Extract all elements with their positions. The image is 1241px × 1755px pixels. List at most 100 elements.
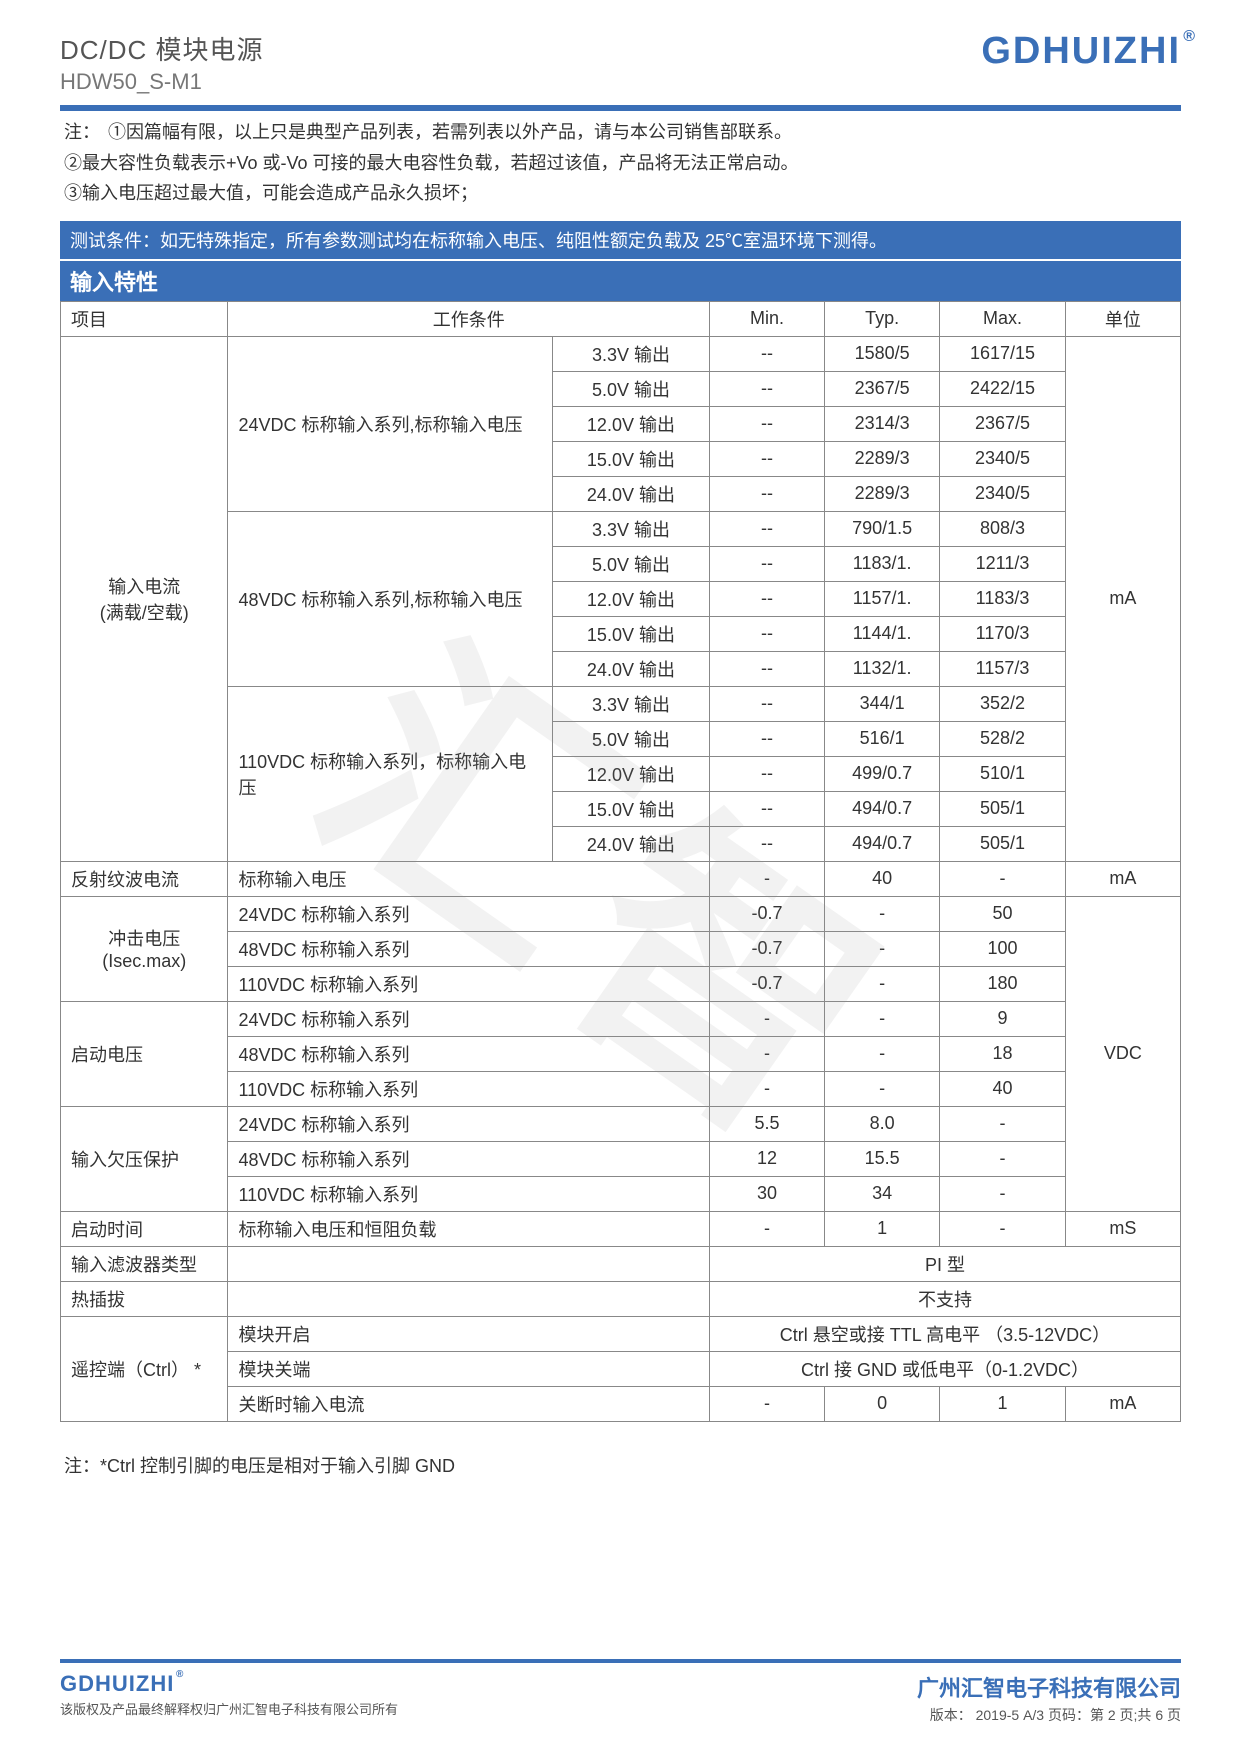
notes-label: 注： — [64, 122, 100, 142]
cell-out: 5.0V 输出 — [552, 721, 709, 756]
cell-min: -- — [709, 476, 824, 511]
cell-max: 510/1 — [940, 756, 1066, 791]
cell-cond: 24VDC 标称输入系列 — [228, 896, 709, 931]
cell-out: 12.0V 输出 — [552, 406, 709, 441]
table-row: 遥控端（Ctrl） * 模块开启 Ctrl 悬空或接 TTL 高电平 （3.5-… — [61, 1316, 1181, 1351]
section-title: 输入特性 — [60, 261, 1181, 301]
table-row: 110VDC 标称输入系列--40 — [61, 1071, 1181, 1106]
cell-min: -- — [709, 441, 824, 476]
th-item: 项目 — [61, 301, 228, 336]
table-row: 110VDC 标称输入系列，标称输入电压 3.3V 输出--344/1352/2 — [61, 686, 1181, 721]
cell-typ: 0 — [825, 1386, 940, 1421]
footer-right: 广州汇智电子科技有限公司 版本： 2019-5 A/3 页码：第 2 页;共 6… — [917, 1671, 1181, 1725]
th-max: Max. — [940, 301, 1066, 336]
cell-typ: 1 — [825, 1211, 940, 1246]
cell-min: 30 — [709, 1176, 824, 1211]
cell-max: 505/1 — [940, 791, 1066, 826]
cell-item: 输入电流 (满载/空载) — [61, 336, 228, 861]
cell-min: -- — [709, 336, 824, 371]
cell-typ: - — [825, 931, 940, 966]
cell-unit: mA — [1065, 336, 1180, 861]
cell-typ: 2367/5 — [825, 371, 940, 406]
cell-out: 15.0V 输出 — [552, 441, 709, 476]
cell-item: 输入欠压保护 — [61, 1106, 228, 1211]
cell-cond: 24VDC 标称输入系列,标称输入电压 — [228, 336, 552, 511]
cell-typ: - — [825, 966, 940, 1001]
cell-out: 24.0V 输出 — [552, 651, 709, 686]
cell-cond: 标称输入电压 — [228, 861, 709, 896]
table-row: 启动电压 24VDC 标称输入系列 --9 — [61, 1001, 1181, 1036]
brand-sup: ® — [1183, 28, 1197, 46]
cell-out: 3.3V 输出 — [552, 686, 709, 721]
cell-min: - — [709, 1386, 824, 1421]
cell-typ: 516/1 — [825, 721, 940, 756]
notes-block: 注：①因篇幅有限，以上只是典型产品列表，若需列表以外产品，请与本公司销售部联系。… — [60, 117, 1181, 209]
cell-max: 1183/3 — [940, 581, 1066, 616]
footer-brand-text: GDHUIZHI — [60, 1671, 174, 1696]
header-left: DC/DC 模块电源 HDW50_S-M1 — [60, 30, 264, 95]
cell-typ: 1183/1. — [825, 546, 940, 581]
table-row: 110VDC 标称输入系列-0.7-180 — [61, 966, 1181, 1001]
cell-item: 输入滤波器类型 — [61, 1246, 228, 1281]
cell-max: 50 — [940, 896, 1066, 931]
cell-unit: mA — [1065, 861, 1180, 896]
cell-unit: mS — [1065, 1211, 1180, 1246]
cell-typ: 494/0.7 — [825, 791, 940, 826]
table-row: 输入滤波器类型 PI 型 — [61, 1246, 1181, 1281]
cell-cond: 48VDC 标称输入系列 — [228, 1036, 709, 1071]
cell-max: - — [940, 861, 1066, 896]
table-row: 110VDC 标称输入系列3034- — [61, 1176, 1181, 1211]
footer: GDHUIZHI® 该版权及产品最终解释权归广州汇智电子科技有限公司所有 广州汇… — [60, 1659, 1181, 1725]
cell-min: -0.7 — [709, 966, 824, 1001]
cell-cond: 24VDC 标称输入系列 — [228, 1106, 709, 1141]
cell-out: 24.0V 输出 — [552, 826, 709, 861]
cell-val: 不支持 — [709, 1281, 1180, 1316]
cell-out: 12.0V 输出 — [552, 756, 709, 791]
cell-val: Ctrl 接 GND 或低电平（0-1.2VDC） — [709, 1351, 1180, 1386]
cell-min: -0.7 — [709, 896, 824, 931]
table-row: 48VDC 标称输入系列-0.7-100 — [61, 931, 1181, 966]
cell-typ: - — [825, 1036, 940, 1071]
table-row: 输入欠压保护 24VDC 标称输入系列 5.58.0- — [61, 1106, 1181, 1141]
table-header: 项目 工作条件 Min. Typ. Max. 单位 — [61, 301, 1181, 336]
cell-out: 3.3V 输出 — [552, 511, 709, 546]
cell-item: 启动时间 — [61, 1211, 228, 1246]
table-row: 冲击电压 (Isec.max) 24VDC 标称输入系列 -0.7-50 VDC — [61, 896, 1181, 931]
table-row: 48VDC 标称输入系列--18 — [61, 1036, 1181, 1071]
brand-text: GDHUIZHI — [981, 30, 1181, 72]
cell-min: -- — [709, 511, 824, 546]
cell-unit: VDC — [1065, 896, 1180, 1211]
cell-min: -- — [709, 791, 824, 826]
cell-cond: 110VDC 标称输入系列 — [228, 1176, 709, 1211]
th-min: Min. — [709, 301, 824, 336]
cell-max: 1170/3 — [940, 616, 1066, 651]
cell-typ: 344/1 — [825, 686, 940, 721]
cell-typ: 1157/1. — [825, 581, 940, 616]
cell-cond — [228, 1281, 709, 1316]
cell-max: - — [940, 1211, 1066, 1246]
cell-min: -- — [709, 371, 824, 406]
cell-min: -- — [709, 721, 824, 756]
cell-max: 2340/5 — [940, 476, 1066, 511]
cell-min: - — [709, 1036, 824, 1071]
table-row: 关断时输入电流 -01 mA — [61, 1386, 1181, 1421]
cell-min: -0.7 — [709, 931, 824, 966]
cell-max: 1 — [940, 1386, 1066, 1421]
cell-min: 5.5 — [709, 1106, 824, 1141]
cell-item: 反射纹波电流 — [61, 861, 228, 896]
cell-typ: 499/0.7 — [825, 756, 940, 791]
cell-min: -- — [709, 616, 824, 651]
cell-typ: 15.5 — [825, 1141, 940, 1176]
cell-max: 2367/5 — [940, 406, 1066, 441]
footer-version: 版本： 2019-5 A/3 页码：第 2 页;共 6 页 — [917, 1705, 1181, 1725]
cell-cond: 模块关端 — [228, 1351, 709, 1386]
table-row: 48VDC 标称输入系列1215.5- — [61, 1141, 1181, 1176]
cell-cond: 标称输入电压和恒阻负载 — [228, 1211, 709, 1246]
cell-max: - — [940, 1141, 1066, 1176]
cell-min: - — [709, 861, 824, 896]
cell-cond: 24VDC 标称输入系列 — [228, 1001, 709, 1036]
cell-item: 遥控端（Ctrl） * — [61, 1316, 228, 1421]
cell-typ: 790/1.5 — [825, 511, 940, 546]
cell-cond: 关断时输入电流 — [228, 1386, 709, 1421]
cell-min: -- — [709, 406, 824, 441]
